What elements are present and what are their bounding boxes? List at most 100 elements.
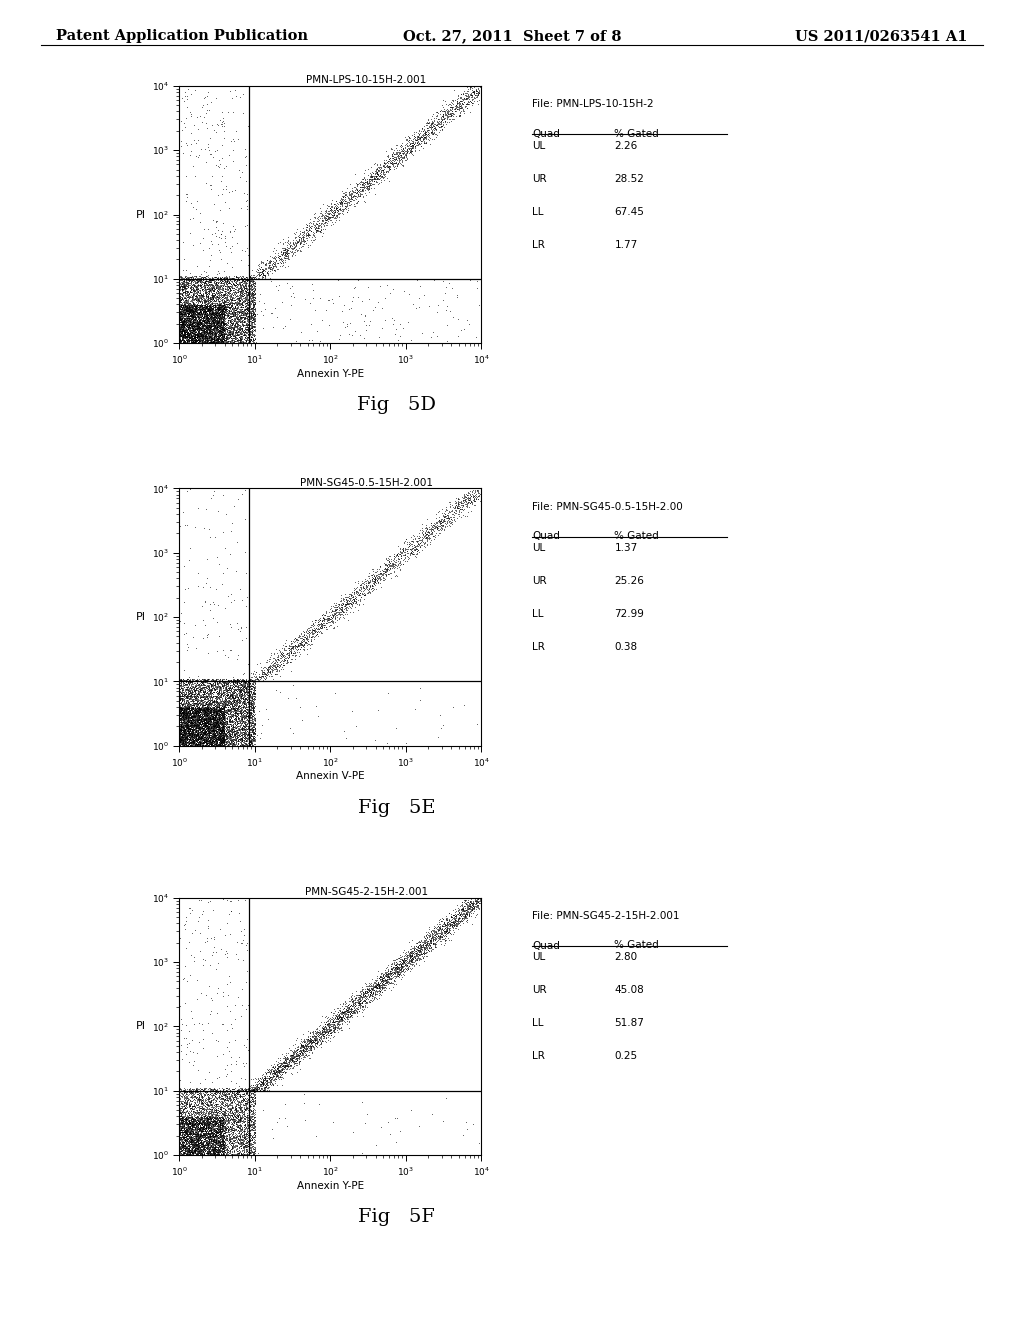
Point	[201, 1118, 217, 1139]
Point	[443, 111, 460, 132]
Point	[219, 1125, 236, 1146]
Point	[200, 1104, 216, 1125]
Point	[229, 323, 246, 345]
Point	[199, 1122, 215, 1143]
Point	[184, 1113, 201, 1134]
Point	[376, 152, 392, 173]
Point	[225, 285, 242, 306]
Point	[212, 702, 228, 723]
Point	[202, 272, 218, 293]
Point	[193, 331, 209, 352]
Point	[194, 1139, 210, 1160]
Point	[184, 711, 201, 733]
Point	[231, 281, 248, 302]
Point	[224, 1090, 241, 1111]
Point	[217, 331, 233, 352]
Point	[198, 325, 214, 346]
Point	[298, 1035, 314, 1056]
Point	[185, 700, 202, 721]
Point	[216, 710, 232, 731]
Point	[219, 1111, 236, 1133]
Point	[239, 1098, 255, 1119]
Point	[179, 702, 196, 723]
Point	[385, 557, 401, 578]
Point	[195, 327, 211, 348]
Point	[200, 700, 216, 721]
Point	[184, 313, 201, 334]
Point	[226, 689, 243, 710]
Point	[213, 730, 229, 751]
Point	[238, 696, 254, 717]
Point	[196, 1086, 212, 1107]
Point	[184, 301, 201, 322]
Point	[354, 1005, 371, 1026]
Point	[470, 483, 486, 504]
Point	[240, 1107, 256, 1129]
Point	[232, 731, 249, 752]
Point	[228, 309, 245, 330]
Point	[225, 310, 242, 331]
Point	[451, 488, 467, 510]
Point	[211, 671, 227, 692]
Point	[217, 723, 233, 744]
Point	[315, 605, 332, 626]
Point	[177, 310, 194, 331]
Point	[317, 1014, 334, 1035]
Point	[200, 713, 216, 734]
Point	[244, 735, 260, 756]
Point	[188, 1139, 205, 1160]
Point	[222, 1131, 239, 1152]
Point	[452, 94, 468, 115]
Point	[226, 682, 243, 704]
Point	[202, 322, 218, 343]
Point	[231, 1096, 248, 1117]
Point	[202, 677, 218, 698]
Point	[202, 297, 218, 318]
Point	[284, 1049, 300, 1071]
Point	[373, 161, 389, 182]
Point	[228, 682, 245, 704]
Point	[223, 1131, 240, 1152]
Point	[172, 327, 188, 348]
Point	[176, 690, 193, 711]
Point	[186, 701, 203, 722]
Point	[259, 1073, 275, 1094]
Point	[178, 1097, 195, 1118]
Point	[227, 678, 244, 700]
Point	[181, 672, 198, 693]
Point	[258, 1073, 274, 1094]
Point	[346, 991, 362, 1012]
Point	[173, 1080, 189, 1101]
Point	[223, 1090, 240, 1111]
Point	[236, 1104, 252, 1125]
Point	[230, 671, 247, 692]
Point	[205, 719, 221, 741]
Point	[372, 982, 388, 1003]
Point	[200, 731, 216, 752]
Point	[208, 304, 224, 325]
Point	[173, 714, 189, 735]
Point	[174, 678, 190, 700]
Point	[195, 698, 211, 719]
Point	[175, 1137, 191, 1158]
Point	[198, 729, 214, 750]
Point	[216, 325, 232, 346]
Point	[239, 684, 255, 705]
Point	[189, 272, 206, 293]
Point	[224, 730, 241, 751]
Point	[220, 288, 237, 309]
Point	[319, 1022, 336, 1043]
Point	[190, 1100, 207, 1121]
Point	[205, 715, 221, 737]
Point	[196, 698, 212, 719]
Point	[229, 1143, 246, 1164]
Point	[197, 302, 213, 323]
Point	[206, 1082, 222, 1104]
Point	[186, 325, 203, 346]
Point	[180, 300, 197, 321]
Point	[217, 294, 233, 315]
Point	[411, 941, 427, 962]
Point	[174, 1097, 190, 1118]
Point	[238, 673, 254, 694]
Point	[176, 718, 193, 739]
